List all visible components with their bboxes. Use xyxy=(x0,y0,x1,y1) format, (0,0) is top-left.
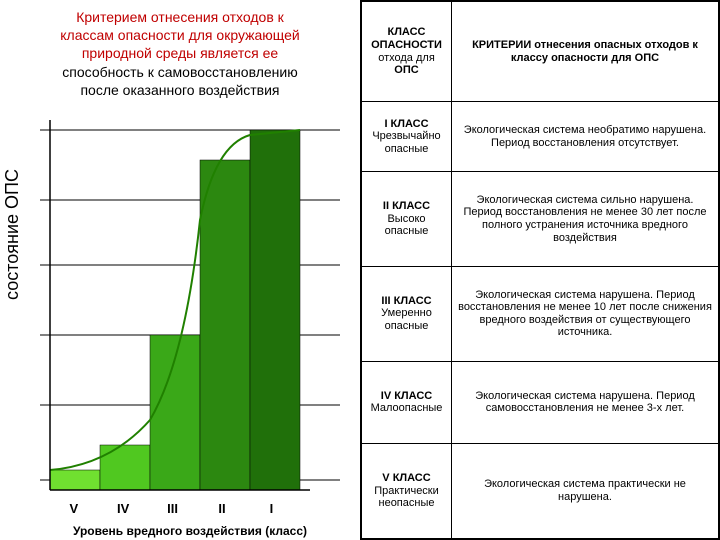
criteria-cell: Экологическая система практически не нар… xyxy=(452,444,719,539)
title-line-2: классам опасности для окружающей xyxy=(60,27,299,43)
chart-area xyxy=(40,120,340,500)
criteria-table-panel: КЛАСС ОПАСНОСТИ отхода для ОПС КРИТЕРИИ … xyxy=(360,0,720,540)
chart-title: Критерием отнесения отходов к классам оп… xyxy=(20,8,340,99)
criteria-table: КЛАСС ОПАСНОСТИ отхода для ОПС КРИТЕРИИ … xyxy=(361,1,719,539)
table-row: V КЛАССПрактически неопасныеЭкологическа… xyxy=(362,444,719,539)
class-cell: I КЛАССЧрезвычайно опасные xyxy=(362,102,452,172)
criteria-cell: Экологическая система необратимо нарушен… xyxy=(452,102,719,172)
class-cell: III КЛАССУмеренно опасные xyxy=(362,266,452,361)
x-axis-label: Уровень вредного воздействия (класс) xyxy=(40,524,340,538)
y-axis-label: состояние ОПС xyxy=(2,169,23,300)
table-row: III КЛАССУмеренно опасныеЭкологическая с… xyxy=(362,266,719,361)
criteria-cell: Экологическая система сильно нарушена. П… xyxy=(452,172,719,267)
table-row: IV КЛАССМалоопасныеЭкологическая система… xyxy=(362,361,719,443)
roman-label: V xyxy=(69,501,78,516)
table-header-row: КЛАСС ОПАСНОСТИ отхода для ОПС КРИТЕРИИ … xyxy=(362,2,719,102)
roman-label: IV xyxy=(117,501,129,516)
title-line-1: Критерием отнесения отходов к xyxy=(76,9,284,25)
class-cell: II КЛАССВысоко опасные xyxy=(362,172,452,267)
roman-label: III xyxy=(167,501,178,516)
criteria-cell: Экологическая система нарушена. Период с… xyxy=(452,361,719,443)
class-cell: V КЛАССПрактически неопасные xyxy=(362,444,452,539)
header-criteria: КРИТЕРИИ отнесения опасных отходов к кла… xyxy=(452,2,719,102)
title-line-3: природной среды является ее xyxy=(82,45,278,61)
roman-label: II xyxy=(218,501,225,516)
table-row: II КЛАССВысоко опасныеЭкологическая сист… xyxy=(362,172,719,267)
header-class: КЛАСС ОПАСНОСТИ отхода для ОПС xyxy=(362,2,452,102)
roman-label: I xyxy=(270,501,274,516)
criteria-cell: Экологическая система нарушена. Период в… xyxy=(452,266,719,361)
title-line-4: способность к самовосстановлению xyxy=(62,64,297,80)
chart-panel: Критерием отнесения отходов к классам оп… xyxy=(0,0,360,540)
title-line-5: после оказанного воздействия xyxy=(80,82,279,98)
class-cell: IV КЛАССМалоопасные xyxy=(362,361,452,443)
chart-svg xyxy=(40,120,340,500)
main-container: Критерием отнесения отходов к классам оп… xyxy=(0,0,720,540)
roman-numeral-row: VIVIIIIII xyxy=(40,500,300,516)
table-row: I КЛАССЧрезвычайно опасныеЭкологическая … xyxy=(362,102,719,172)
